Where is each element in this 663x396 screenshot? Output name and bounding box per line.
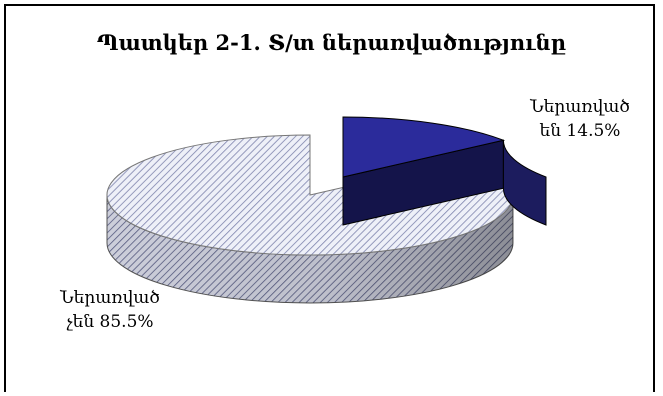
slice-side-shading [107,195,513,303]
slice-label-not-included: Ներառված չեն 85.5% [60,288,160,332]
chart-title: Պատկեր 2-1. Տ/տ ներառվածությունը [96,30,567,55]
slice-rim-included [502,140,547,226]
slice-included [342,116,506,178]
slice-label-included: Ներառված են 14.5% [530,97,630,141]
